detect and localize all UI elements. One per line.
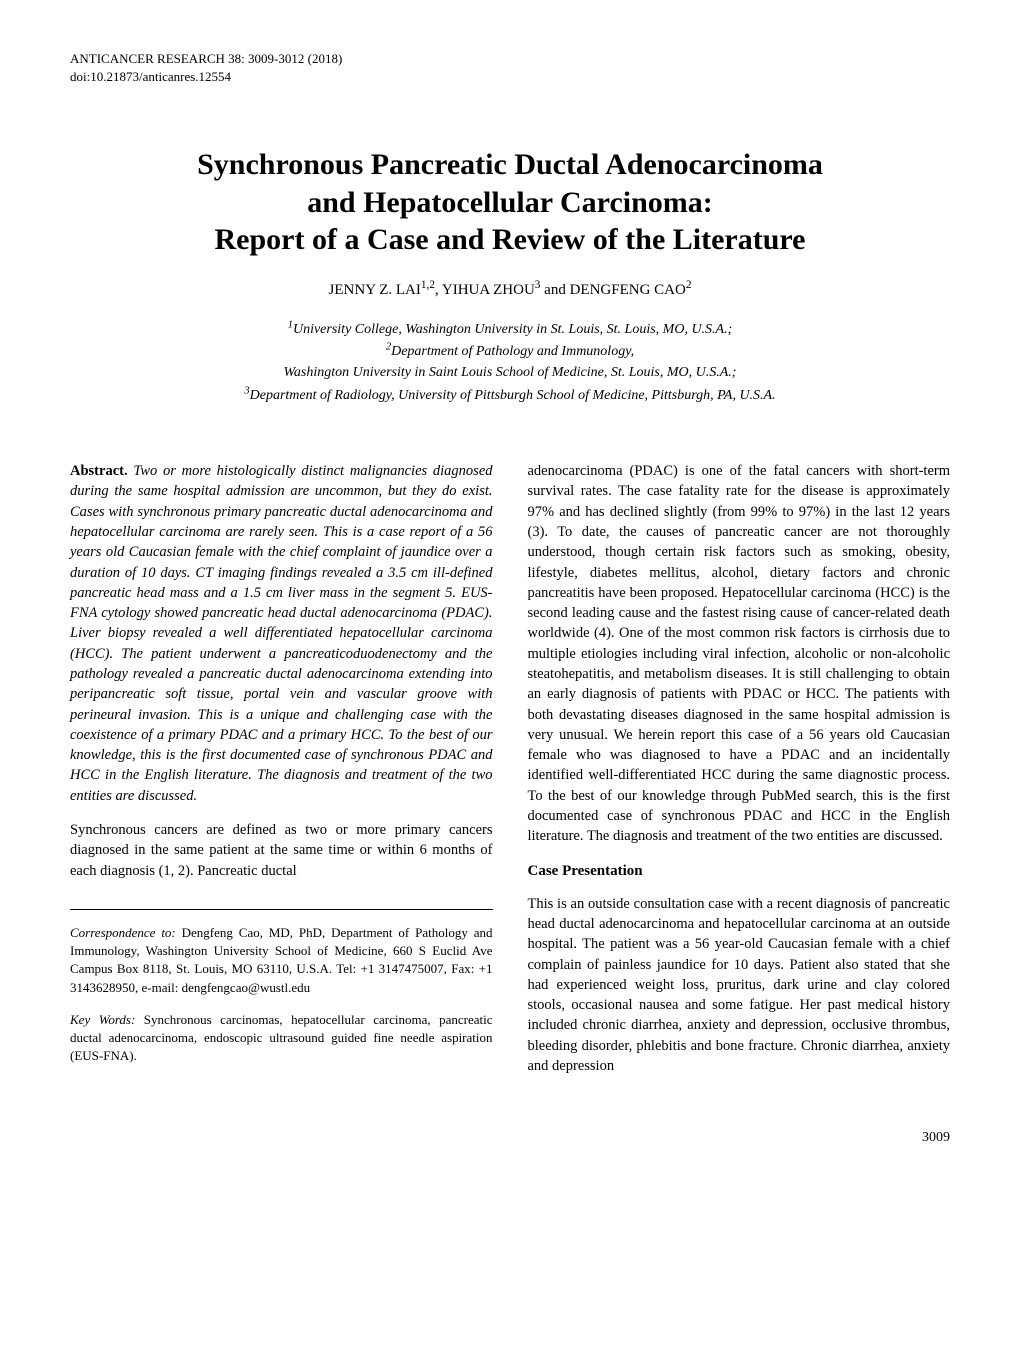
abstract-heading: Abstract. xyxy=(70,463,128,479)
title-line-1: Synchronous Pancreatic Ductal Adenocarci… xyxy=(197,148,823,181)
correspondence-label: Correspondence to: xyxy=(70,925,176,940)
paper-title: Synchronous Pancreatic Ductal Adenocarci… xyxy=(70,146,950,259)
title-line-3: Report of a Case and Review of the Liter… xyxy=(215,223,806,256)
affiliation-1: 1University College, Washington Universi… xyxy=(288,322,733,337)
case-presentation-heading: Case Presentation xyxy=(528,861,951,882)
left-column: Abstract. Two or more histologically dis… xyxy=(70,461,493,1090)
body-columns: Abstract. Two or more histologically dis… xyxy=(70,461,950,1090)
page-number: 3009 xyxy=(70,1130,950,1146)
abstract-block: Abstract. Two or more histologically dis… xyxy=(70,461,493,806)
affiliation-2b: Washington University in Saint Louis Sch… xyxy=(284,365,737,380)
affiliation-2: 2Department of Pathology and Immunology, xyxy=(386,344,634,359)
intro-paragraph-right: adenocarcinoma (PDAC) is one of the fata… xyxy=(528,461,951,847)
intro-paragraph-left: Synchronous cancers are defined as two o… xyxy=(70,820,493,881)
case-presentation-text: This is an outside consultation case wit… xyxy=(528,894,951,1077)
journal-reference: ANTICANCER RESEARCH 38: 3009-3012 (2018) xyxy=(70,50,950,68)
footnote-divider xyxy=(70,909,493,910)
right-column: adenocarcinoma (PDAC) is one of the fata… xyxy=(528,461,951,1090)
journal-header: ANTICANCER RESEARCH 38: 3009-3012 (2018)… xyxy=(70,50,950,86)
affiliation-3: 3Department of Radiology, University of … xyxy=(244,388,775,403)
affiliations: 1University College, Washington Universi… xyxy=(70,317,950,406)
abstract-text: Two or more histologically distinct mali… xyxy=(70,463,493,804)
doi: doi:10.21873/anticanres.12554 xyxy=(70,68,950,86)
title-line-2: and Hepatocellular Carcinoma: xyxy=(307,186,713,219)
correspondence-block: Correspondence to: Dengfeng Cao, MD, PhD… xyxy=(70,924,493,997)
keywords-block: Key Words: Synchronous carcinomas, hepat… xyxy=(70,1011,493,1066)
authors-list: JENNY Z. LAI1,2, YIHUA ZHOU3 and DENGFEN… xyxy=(70,279,950,299)
keywords-label: Key Words: xyxy=(70,1012,135,1027)
